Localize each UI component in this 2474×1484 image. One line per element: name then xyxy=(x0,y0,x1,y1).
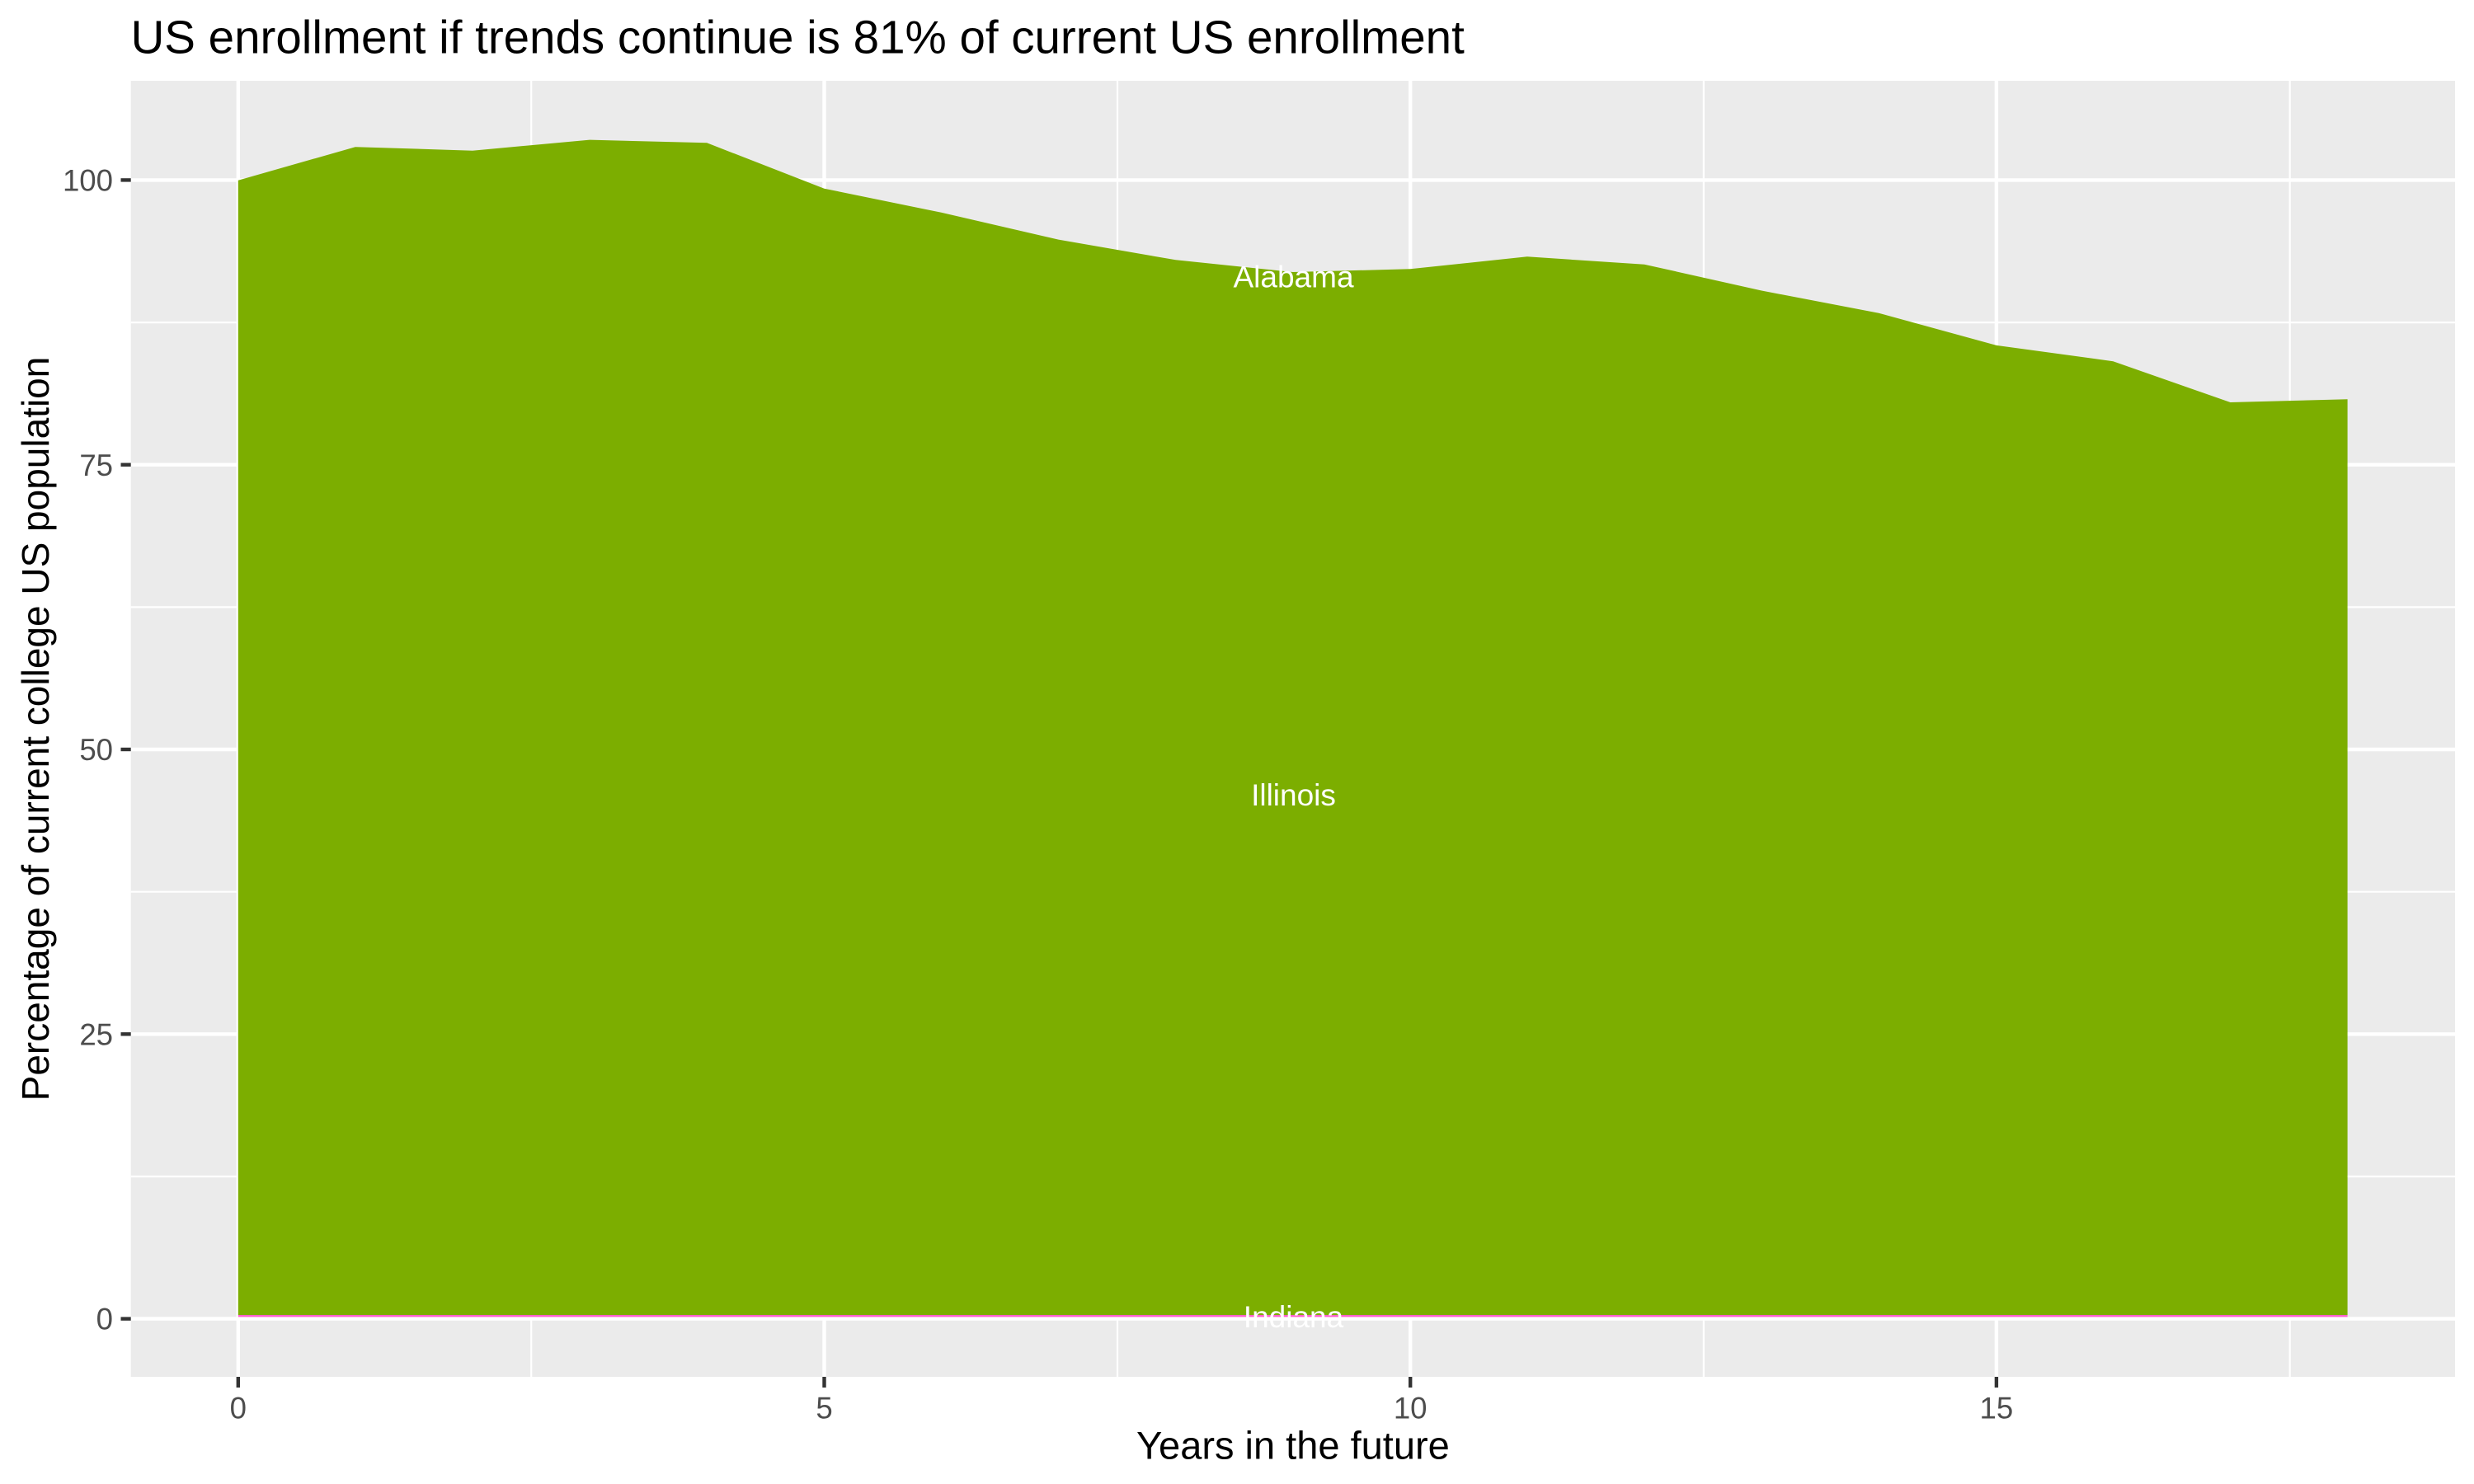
svg-text:Years in the future: Years in the future xyxy=(1136,1424,1450,1468)
svg-text:0: 0 xyxy=(96,1303,113,1336)
svg-text:75: 75 xyxy=(79,448,113,482)
svg-text:US enrollment if trends contin: US enrollment if trends continue is 81% … xyxy=(131,12,1465,63)
svg-text:Percentage of current college: Percentage of current college US populat… xyxy=(14,357,57,1101)
svg-text:Alabama: Alabama xyxy=(1233,261,1353,294)
svg-text:50: 50 xyxy=(79,733,113,767)
svg-text:5: 5 xyxy=(816,1392,832,1425)
svg-text:Indiana: Indiana xyxy=(1244,1300,1344,1334)
svg-text:10: 10 xyxy=(1394,1392,1427,1425)
svg-text:Illinois: Illinois xyxy=(1251,778,1336,812)
svg-text:100: 100 xyxy=(63,164,113,198)
svg-text:25: 25 xyxy=(79,1017,113,1051)
svg-text:0: 0 xyxy=(230,1392,247,1425)
svg-text:15: 15 xyxy=(1980,1392,2014,1425)
